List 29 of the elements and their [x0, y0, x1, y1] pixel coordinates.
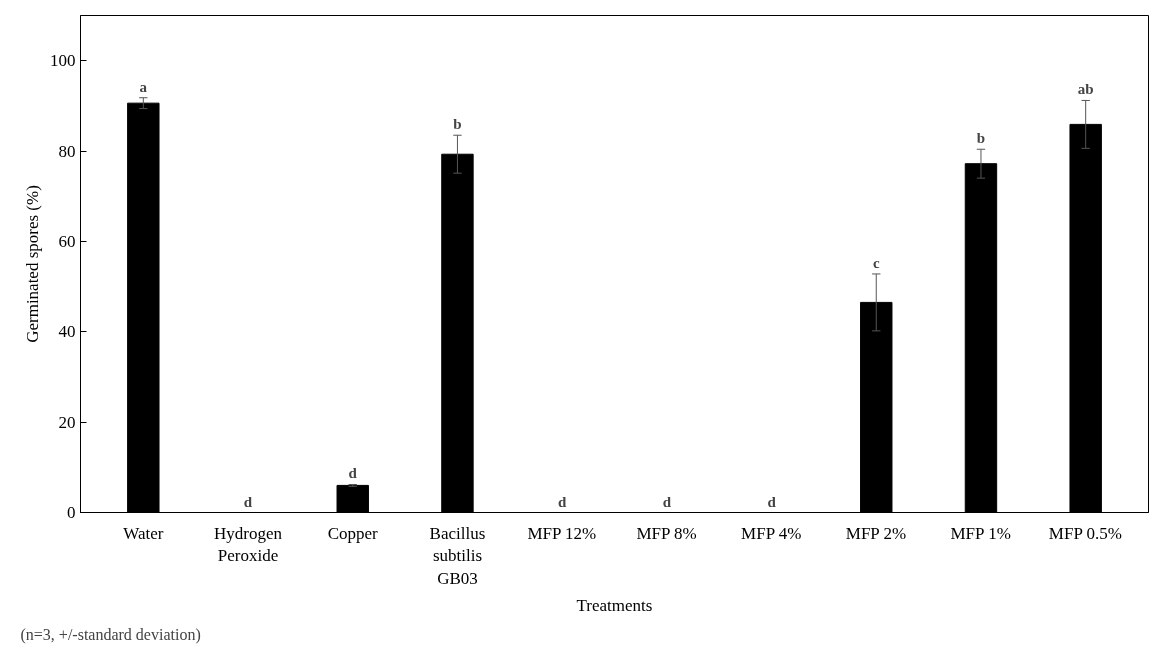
x-tick-label: Bacillus subtilis GB03	[429, 523, 486, 589]
x-tick-label: MFP 4%	[741, 523, 802, 543]
x-tick-label: MFP 8%	[636, 523, 697, 543]
y-axis-title: Germinated spores (%)	[23, 185, 42, 343]
annotation: d	[662, 493, 672, 510]
annotation: ab	[1077, 81, 1094, 98]
x-tick-label: Hydrogen Peroxide	[214, 523, 283, 566]
annotation: d	[348, 465, 358, 482]
y-tick-label: 80	[58, 141, 76, 161]
y-tick-label: 100	[50, 51, 76, 71]
y-tick-label: 40	[58, 322, 76, 342]
annotation: d	[767, 493, 777, 510]
y-tick-label: 0	[67, 503, 76, 522]
x-tick-label: MFP 12%	[527, 523, 597, 543]
annotation: c	[872, 254, 880, 271]
annotation: d	[243, 493, 253, 510]
x-tick-label: Water	[123, 523, 164, 543]
x-tick-label: MFP 2%	[845, 523, 907, 543]
annotation: b	[453, 116, 462, 133]
text: (n=3, +/-standard deviation)	[20, 625, 201, 644]
x-tick-label: MFP 0.5%	[1048, 523, 1122, 543]
y-tick-label: 60	[58, 231, 76, 251]
annotation: a	[139, 78, 148, 95]
y-tick-label: 20	[58, 412, 76, 432]
x-tick-label: Copper	[327, 523, 379, 543]
annotation: b	[976, 130, 986, 147]
x-axis-title: Treatments	[576, 596, 653, 616]
annotation: d	[557, 493, 567, 510]
x-tick-label: MFP 1%	[950, 523, 1011, 543]
